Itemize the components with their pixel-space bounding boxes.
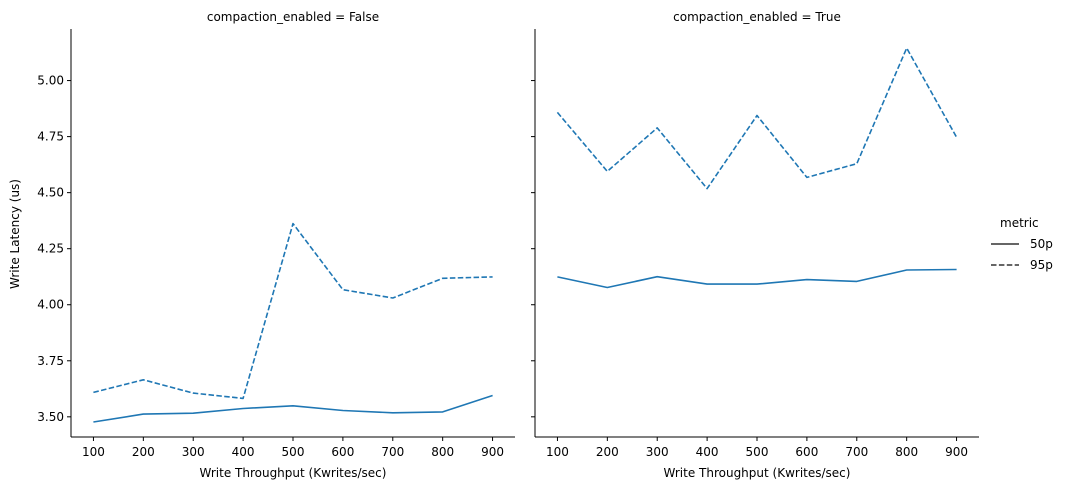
legend-label-50p: 50p	[1030, 237, 1053, 251]
x-tick-label: 900	[481, 445, 504, 459]
y-tick-label: 3.50	[37, 410, 64, 424]
x-tick-label: 100	[82, 445, 105, 459]
y-tick-label: 4.00	[37, 298, 64, 312]
x-tick-label: 500	[746, 445, 769, 459]
x-tick-label: 600	[331, 445, 354, 459]
y-tick-label: 3.75	[37, 354, 64, 368]
x-tick-label: 100	[546, 445, 569, 459]
x-axis-label: Write Throughput (Kwrites/sec)	[664, 466, 851, 480]
panel-0: compaction_enabled = False 3.50 3.75 4.00 4.…	[37, 10, 515, 480]
x-tick-label: 200	[132, 445, 155, 459]
x-tick-label: 900	[945, 445, 968, 459]
legend-label-95p: 95p	[1030, 258, 1053, 272]
y-tick-label: 5.00	[37, 74, 64, 88]
x-tick-label: 700	[845, 445, 868, 459]
x-tick-label: 800	[431, 445, 454, 459]
x-tick-label: 400	[696, 445, 719, 459]
legend-title: metric	[1000, 216, 1039, 230]
x-axis-label: Write Throughput (Kwrites/sec)	[200, 466, 387, 480]
x-tick-label: 300	[182, 445, 205, 459]
panel-title: compaction_enabled = False	[207, 10, 379, 24]
x-tick-label: 700	[381, 445, 404, 459]
panel-title: compaction_enabled = True	[673, 10, 841, 24]
y-tick-label: 4.75	[37, 130, 64, 144]
legend: metric 50p 95p	[991, 216, 1053, 272]
series-line-50p	[557, 268, 957, 289]
x-tick-label: 200	[596, 445, 619, 459]
y-tick-label: 4.25	[37, 242, 64, 256]
series-line-95p	[93, 222, 493, 400]
panel-1: compaction_enabled = True 100 200 300 400 500…	[531, 10, 979, 480]
series-line-50p	[93, 394, 493, 423]
x-tick-label: 600	[795, 445, 818, 459]
x-tick-label: 500	[282, 445, 305, 459]
y-axis-label: Write Latency (us)	[8, 179, 22, 289]
x-tick-label: 300	[646, 445, 669, 459]
x-tick-label: 800	[895, 445, 918, 459]
x-tick-label: 400	[232, 445, 255, 459]
series-line-95p	[556, 47, 958, 190]
y-tick-label: 4.50	[37, 186, 64, 200]
